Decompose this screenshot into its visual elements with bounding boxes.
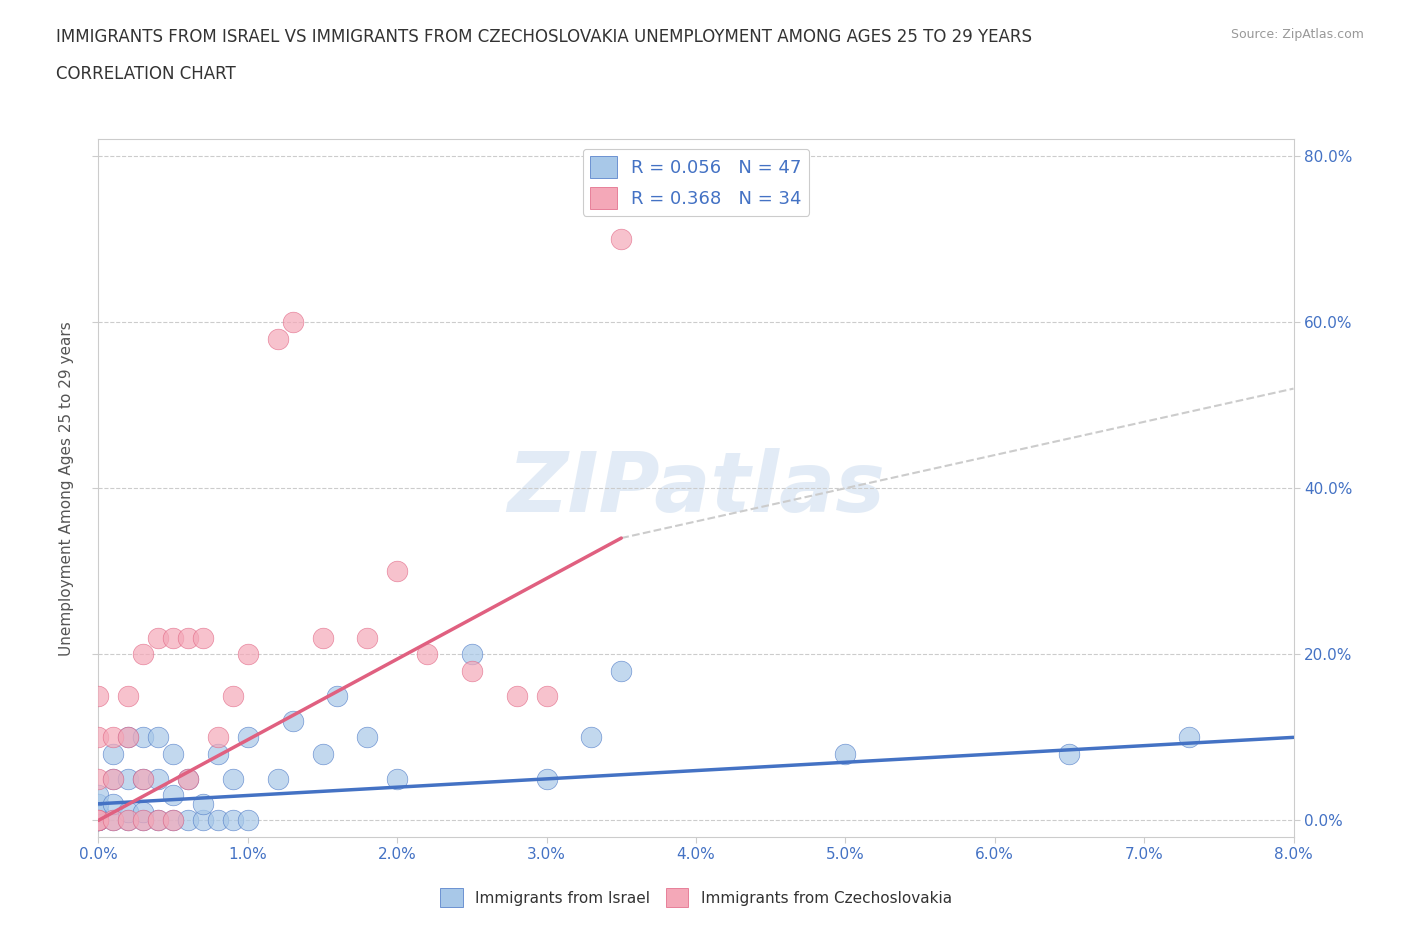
- Point: [162, 631, 184, 645]
- Point: [132, 730, 155, 745]
- Point: [148, 813, 170, 828]
- Point: [117, 730, 139, 745]
- Point: [87, 813, 110, 828]
- Point: [356, 730, 378, 745]
- Text: Source: ZipAtlas.com: Source: ZipAtlas.com: [1230, 28, 1364, 41]
- Point: [461, 647, 484, 662]
- Point: [326, 688, 349, 703]
- Text: IMMIGRANTS FROM ISRAEL VS IMMIGRANTS FROM CZECHOSLOVAKIA UNEMPLOYMENT AMONG AGES: IMMIGRANTS FROM ISRAEL VS IMMIGRANTS FRO…: [56, 28, 1032, 46]
- Point: [177, 631, 200, 645]
- Point: [177, 813, 200, 828]
- Point: [117, 804, 139, 819]
- Point: [87, 813, 110, 828]
- Point: [461, 663, 484, 678]
- Point: [177, 772, 200, 787]
- Point: [132, 647, 155, 662]
- Point: [87, 788, 110, 803]
- Point: [103, 796, 125, 811]
- Point: [148, 631, 170, 645]
- Point: [103, 813, 125, 828]
- Point: [177, 772, 200, 787]
- Point: [87, 772, 110, 787]
- Point: [87, 813, 110, 828]
- Point: [1178, 730, 1201, 745]
- Point: [87, 688, 110, 703]
- Point: [132, 772, 155, 787]
- Point: [87, 804, 110, 819]
- Point: [191, 631, 214, 645]
- Point: [385, 772, 409, 787]
- Point: [87, 796, 110, 811]
- Point: [207, 813, 229, 828]
- Y-axis label: Unemployment Among Ages 25 to 29 years: Unemployment Among Ages 25 to 29 years: [59, 321, 75, 656]
- Point: [356, 631, 378, 645]
- Point: [536, 772, 558, 787]
- Legend: Immigrants from Israel, Immigrants from Czechoslovakia: Immigrants from Israel, Immigrants from …: [434, 883, 957, 913]
- Point: [132, 804, 155, 819]
- Point: [132, 813, 155, 828]
- Point: [191, 796, 214, 811]
- Point: [222, 772, 245, 787]
- Point: [132, 772, 155, 787]
- Point: [311, 747, 333, 762]
- Point: [536, 688, 558, 703]
- Point: [236, 813, 259, 828]
- Point: [162, 813, 184, 828]
- Text: ZIPatlas: ZIPatlas: [508, 447, 884, 529]
- Point: [1059, 747, 1081, 762]
- Point: [117, 813, 139, 828]
- Point: [236, 730, 259, 745]
- Text: CORRELATION CHART: CORRELATION CHART: [56, 65, 236, 83]
- Point: [236, 647, 259, 662]
- Point: [191, 813, 214, 828]
- Point: [103, 772, 125, 787]
- Point: [267, 772, 290, 787]
- Point: [416, 647, 439, 662]
- Point: [117, 688, 139, 703]
- Point: [148, 730, 170, 745]
- Point: [207, 730, 229, 745]
- Point: [148, 772, 170, 787]
- Point: [117, 813, 139, 828]
- Point: [385, 564, 409, 578]
- Point: [610, 232, 633, 246]
- Point: [581, 730, 603, 745]
- Point: [87, 813, 110, 828]
- Point: [103, 813, 125, 828]
- Point: [281, 314, 304, 329]
- Point: [103, 747, 125, 762]
- Point: [103, 772, 125, 787]
- Point: [87, 813, 110, 828]
- Point: [117, 772, 139, 787]
- Point: [281, 713, 304, 728]
- Point: [87, 730, 110, 745]
- Point: [207, 747, 229, 762]
- Point: [162, 747, 184, 762]
- Point: [103, 730, 125, 745]
- Point: [117, 730, 139, 745]
- Point: [610, 663, 633, 678]
- Point: [506, 688, 529, 703]
- Point: [162, 788, 184, 803]
- Point: [311, 631, 333, 645]
- Point: [834, 747, 856, 762]
- Point: [222, 813, 245, 828]
- Point: [222, 688, 245, 703]
- Point: [148, 813, 170, 828]
- Point: [132, 813, 155, 828]
- Point: [162, 813, 184, 828]
- Point: [267, 331, 290, 346]
